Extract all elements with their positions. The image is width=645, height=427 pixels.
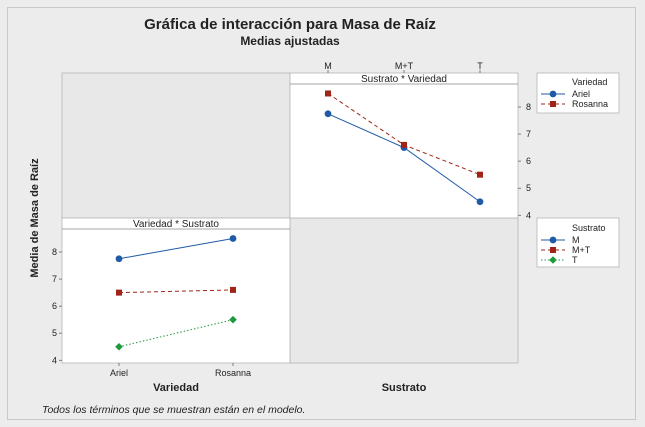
y-tick-label-5: 5 <box>52 328 57 338</box>
y-tick-label-6: 6 <box>52 301 57 311</box>
x-tick-label-t: T <box>477 61 483 71</box>
legend-label-m: M <box>572 235 580 245</box>
legend-label-rosanna: Rosanna <box>572 99 608 109</box>
panel-variedad-sustrato: Variedad * Sustrato Ariel Rosanna 4 5 6 7 8 <box>52 217 291 378</box>
legend-marker-ariel <box>549 90 557 98</box>
point-rosanna-m-t <box>401 141 407 148</box>
point-ariel-t <box>476 198 484 206</box>
legend-marker-t <box>549 256 557 264</box>
y-tick-label-8: 8 <box>52 247 57 257</box>
y-axis-label: Media de Masa de Raíz <box>29 158 41 278</box>
x-tick-label-ariel: Ariel <box>110 368 128 378</box>
panel-sustrato-variedad-title: Sustrato * Variedad <box>361 74 447 85</box>
panel-sustrato-variedad-yticks: 4 5 6 7 8 <box>518 102 531 220</box>
x-tick-label-m-t: M+T <box>395 61 414 71</box>
legend-marker-rosanna <box>550 101 556 107</box>
legend-sustrato: Sustrato MM+TT <box>536 217 620 268</box>
point-rosanna-t <box>477 171 483 178</box>
panel-sustrato-variedad-xticks: M M+T T <box>324 61 483 73</box>
panel-variedad-sustrato-title: Variedad * Sustrato <box>133 219 219 230</box>
legend-sustrato-title: Sustrato <box>572 223 606 233</box>
legend-marker-m-t <box>550 247 556 253</box>
panel-variedad-sustrato-yticks: 4 5 6 7 8 <box>52 247 62 365</box>
footnote: Todos los términos que se muestran están… <box>42 404 305 416</box>
y-tick-label-5: 5 <box>526 183 531 193</box>
legend-variedad-title: Variedad <box>572 77 607 87</box>
point-ariel-m <box>324 110 332 118</box>
y-tick-label-4: 4 <box>526 210 531 220</box>
empty-panel-bottom-right <box>289 217 519 364</box>
point-t-rosanna <box>229 315 237 324</box>
legend-label-m-t: M+T <box>572 245 591 255</box>
series-line-m-t <box>118 289 234 294</box>
legend-label-ariel: Ariel <box>572 89 590 99</box>
legend-label-t: T <box>572 255 578 265</box>
point-m-t-rosanna <box>230 286 236 293</box>
figure-subtitle: Medias ajustadas <box>240 34 340 48</box>
panel-variedad-sustrato-series <box>115 235 237 351</box>
y-tick-label-7: 7 <box>52 274 57 284</box>
x-axis-label-sustrato: Sustrato <box>382 382 427 394</box>
x-tick-label-rosanna: Rosanna <box>215 368 251 378</box>
panel-variedad-sustrato-xticks: Ariel Rosanna <box>110 363 251 378</box>
y-tick-label-4: 4 <box>52 355 57 365</box>
figure-title: Gráfica de interacción para Masa de Raíz <box>144 16 436 33</box>
y-tick-label-7: 7 <box>526 129 531 139</box>
panel-sustrato-variedad-series <box>324 90 484 206</box>
y-tick-label-8: 8 <box>526 102 531 112</box>
point-rosanna-m <box>325 90 331 97</box>
x-tick-label-m: M <box>324 61 332 71</box>
point-m-t-ariel <box>116 289 122 296</box>
y-tick-label-6: 6 <box>526 156 531 166</box>
point-t-ariel <box>115 342 123 351</box>
legend-marker-m <box>549 236 557 244</box>
series-line-m <box>118 237 234 260</box>
panel-sustrato-variedad: Sustrato * Variedad M M+T T 4 5 6 7 8 <box>289 61 531 220</box>
panel-variedad-sustrato-area <box>61 217 291 364</box>
empty-panel-top-left <box>61 72 291 219</box>
figure-border <box>7 7 636 420</box>
point-m-ariel <box>115 255 123 263</box>
point-m-rosanna <box>229 235 237 242</box>
x-axis-label-variedad: Variedad <box>153 382 199 394</box>
